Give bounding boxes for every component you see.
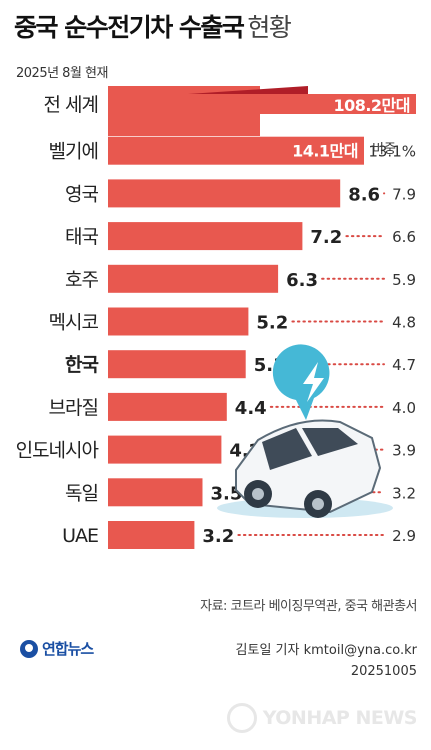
credit-block: 김토일 기자 kmtoil@yna.co.kr 20251005 <box>236 640 417 682</box>
watermark-icon <box>226 703 257 733</box>
car-window-rear <box>302 428 358 456</box>
credit-date: 20251005 <box>350 664 417 679</box>
share-label: 4.8 <box>392 314 416 332</box>
value-label: 8.6 <box>348 184 380 205</box>
value-label: 108.2만대 <box>333 96 410 115</box>
category-label: 벨기에 <box>49 141 98 163</box>
bar <box>108 179 341 208</box>
share-label: 4.0 <box>392 399 416 417</box>
credit-author: 김토일 기자 kmtoil@yna.co.kr <box>235 643 417 658</box>
yonhap-logo-icon <box>20 639 38 658</box>
car-hub-front <box>252 488 264 500</box>
bar <box>108 435 222 464</box>
value-label: 14.1만대 <box>292 142 358 161</box>
bar-break-mark <box>188 86 308 94</box>
share-label: 4.7 <box>392 356 416 374</box>
value-label: 6.3 <box>286 270 318 291</box>
bar <box>108 350 246 379</box>
ev-car-illustration <box>217 344 393 518</box>
ratio-header: 비중 <box>372 142 396 157</box>
category-label: 전 세계 <box>44 94 98 116</box>
category-label: 인도네시아 <box>16 440 99 462</box>
watermark: YONHAP NEWS <box>226 703 418 733</box>
title-main: 중국 순수전기차 수출국 <box>14 13 245 42</box>
category-label: UAE <box>62 525 98 547</box>
share-label: 7.9 <box>392 185 416 203</box>
logo-text: 연합뉴스 <box>42 640 94 658</box>
share-label: 6.6 <box>392 228 416 246</box>
share-label: 2.9 <box>392 527 416 545</box>
source-note: 자료: 코트라 베이징무역관, 중국 해관총서 <box>200 599 417 614</box>
pin-shape <box>272 344 330 420</box>
category-label: 호주 <box>65 269 98 291</box>
category-label: 태국 <box>65 226 98 248</box>
value-label: 4.4 <box>235 398 267 419</box>
yonhap-logo: 연합뉴스 <box>20 638 94 659</box>
category-label: 멕시코 <box>49 312 99 334</box>
bar <box>108 521 195 549</box>
car-hub-rear <box>312 498 324 510</box>
bar <box>108 136 364 165</box>
category-label: 독일 <box>65 482 98 504</box>
category-label: 영국 <box>65 183 98 205</box>
chart-title: 중국 순수전기차 수출국 현황 <box>14 8 292 44</box>
category-label: 브라질 <box>49 397 98 419</box>
car-window-front <box>262 428 312 470</box>
share-label: 3.9 <box>392 442 416 460</box>
title-sub: 현황 <box>247 13 292 42</box>
watermark-text: YONHAP NEWS <box>262 707 418 729</box>
lightning-bolt-icon <box>303 362 324 402</box>
value-label: 5.2 <box>256 313 288 334</box>
value-label: 3.2 <box>202 526 234 547</box>
bar <box>108 264 279 293</box>
share-label: 5.9 <box>392 271 416 289</box>
bar <box>108 478 203 507</box>
value-label: 7.2 <box>310 227 342 248</box>
share-label: 3.2 <box>392 484 416 502</box>
share-label: 13.1% <box>368 143 416 161</box>
date-label: 2025년 8월 현재 <box>16 66 108 81</box>
bar <box>108 392 227 421</box>
bar <box>108 307 249 336</box>
category-label: 한국 <box>65 354 98 376</box>
bar <box>108 86 416 136</box>
value-label: 3.5 <box>211 483 243 504</box>
bar <box>108 222 303 251</box>
